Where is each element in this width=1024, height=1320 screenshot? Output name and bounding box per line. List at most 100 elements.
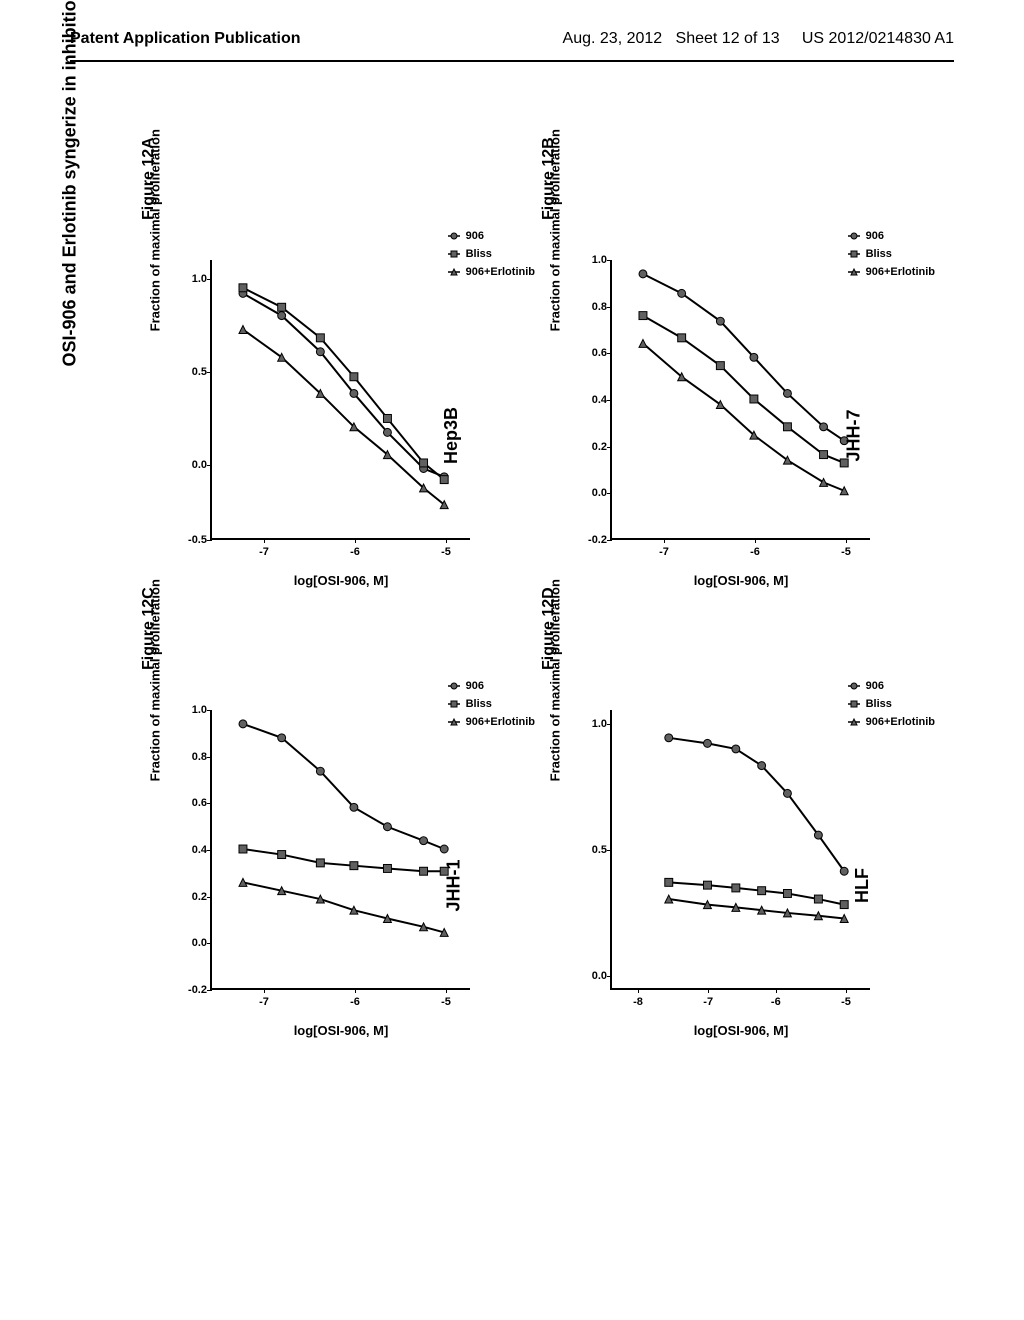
y-tick-label: 0.6 — [177, 797, 207, 809]
y-tick-label: 0.2 — [177, 891, 207, 903]
y-tick-label: 1.0 — [177, 704, 207, 716]
legend-item: 906+Erlotinib — [848, 716, 935, 728]
y-tick-label: -0.2 — [177, 984, 207, 996]
x-axis-label: log[OSI-906, M] — [694, 573, 789, 588]
y-tick-label: 0.5 — [577, 844, 607, 856]
y-tick-label: 1.0 — [177, 273, 207, 285]
x-axis-label: log[OSI-906, M] — [294, 1023, 389, 1038]
legend-label: 906+Erlotinib — [466, 266, 535, 278]
x-tick-mark — [846, 988, 847, 993]
plot-svg — [612, 710, 870, 988]
legend-item: Bliss — [448, 698, 535, 710]
panel-A: Figure 12AFraction of maximal proliferat… — [160, 220, 520, 630]
legend-item: 906 — [848, 230, 935, 242]
x-axis-label: log[OSI-906, M] — [694, 1023, 789, 1038]
legend: 906 Bliss 906+Erlotinib — [848, 230, 935, 284]
legend: 906 Bliss 906+Erlotinib — [848, 680, 935, 734]
x-tick-label: -5 — [441, 546, 451, 558]
legend-marker-icon — [448, 680, 460, 692]
plot-svg — [212, 710, 470, 988]
y-tick-label: 0.0 — [177, 459, 207, 471]
legend-marker-icon — [448, 248, 460, 260]
header-right: Aug. 23, 2012 Sheet 12 of 13 US 2012/021… — [563, 30, 954, 48]
legend-label: 906 — [866, 680, 884, 692]
x-tick-label: -6 — [771, 996, 781, 1008]
x-tick-label: -6 — [350, 996, 360, 1008]
legend-item: 906+Erlotinib — [848, 266, 935, 278]
x-tick-mark — [776, 988, 777, 993]
header-rule — [70, 60, 954, 62]
legend-marker-icon — [848, 266, 860, 278]
y-tick-label: 0.4 — [177, 844, 207, 856]
x-tick-label: -5 — [841, 996, 851, 1008]
x-tick-label: -7 — [659, 546, 669, 558]
x-tick-label: -7 — [259, 546, 269, 558]
legend-marker-icon — [848, 248, 860, 260]
figure-grid: Figure 12AFraction of maximal proliferat… — [160, 220, 920, 1080]
y-tick-label: 0.0 — [177, 937, 207, 949]
chart-area: 1.00.50.0-0.5-7-6-5log[OSI-906, M] — [210, 260, 470, 540]
x-tick-mark — [446, 988, 447, 993]
legend-item: Bliss — [848, 698, 935, 710]
legend-item: 906 — [448, 230, 535, 242]
header-left: Patent Application Publication — [70, 30, 301, 48]
x-tick-mark — [846, 538, 847, 543]
x-tick-mark — [638, 988, 639, 993]
legend-marker-icon — [848, 680, 860, 692]
x-tick-mark — [446, 538, 447, 543]
y-tick-label: 0.6 — [577, 347, 607, 359]
x-tick-mark — [264, 988, 265, 993]
y-tick-mark — [207, 990, 212, 991]
y-axis-label: Fraction of maximal proliferation — [148, 579, 163, 781]
legend: 906 Bliss 906+Erlotinib — [448, 230, 535, 284]
legend-marker-icon — [848, 230, 860, 242]
legend-item: 906+Erlotinib — [448, 266, 535, 278]
legend-label: 906 — [466, 680, 484, 692]
x-tick-mark — [355, 988, 356, 993]
x-tick-mark — [755, 538, 756, 543]
plot-svg — [612, 260, 870, 538]
figure-main-title: OSI-906 and Erlotinib syngerize in inhib… — [60, 0, 81, 366]
legend-label: 906 — [466, 230, 484, 242]
legend-item: Bliss — [848, 248, 935, 260]
legend-marker-icon — [448, 698, 460, 710]
x-tick-label: -6 — [750, 546, 760, 558]
y-tick-label: -0.2 — [577, 534, 607, 546]
legend-label: Bliss — [466, 698, 492, 710]
x-tick-mark — [355, 538, 356, 543]
legend-label: 906+Erlotinib — [866, 716, 935, 728]
plot-svg — [212, 260, 470, 538]
page-header: Patent Application Publication Aug. 23, … — [0, 30, 1024, 48]
legend-marker-icon — [848, 716, 860, 728]
x-tick-label: -5 — [841, 546, 851, 558]
legend-label: 906 — [866, 230, 884, 242]
legend-marker-icon — [448, 230, 460, 242]
legend-item: 906 — [848, 680, 935, 692]
x-tick-mark — [708, 988, 709, 993]
x-axis-label: log[OSI-906, M] — [294, 573, 389, 588]
legend-item: 906+Erlotinib — [448, 716, 535, 728]
cell-line-title: HLF — [852, 868, 873, 903]
x-tick-label: -7 — [259, 996, 269, 1008]
legend-label: Bliss — [866, 248, 892, 260]
figure-content: OSI-906 and Erlotinib syngerize in inhib… — [100, 200, 924, 1100]
x-tick-label: -8 — [633, 996, 643, 1008]
x-tick-label: -7 — [703, 996, 713, 1008]
panel-D: Figure 12DFraction of maximal proliferat… — [560, 670, 920, 1080]
chart-area: 1.00.80.60.40.20.0-0.2-7-6-5log[OSI-906,… — [610, 260, 870, 540]
legend-item: Bliss — [448, 248, 535, 260]
x-tick-label: -5 — [441, 996, 451, 1008]
y-axis-label: Fraction of maximal proliferation — [548, 129, 563, 331]
legend-marker-icon — [448, 716, 460, 728]
panel-B: Figure 12BFraction of maximal proliferat… — [560, 220, 920, 630]
legend: 906 Bliss 906+Erlotinib — [448, 680, 535, 734]
x-tick-mark — [264, 538, 265, 543]
y-axis-label: Fraction of maximal proliferation — [548, 579, 563, 781]
x-tick-label: -6 — [350, 546, 360, 558]
chart-area: 1.00.80.60.40.20.0-0.2-7-6-5log[OSI-906,… — [210, 710, 470, 990]
y-tick-label: 0.5 — [177, 366, 207, 378]
chart-area: 1.00.50.0-8-7-6-5log[OSI-906, M] — [610, 710, 870, 990]
x-tick-mark — [664, 538, 665, 543]
cell-line-title: JHH-7 — [843, 409, 864, 461]
y-tick-mark — [607, 540, 612, 541]
